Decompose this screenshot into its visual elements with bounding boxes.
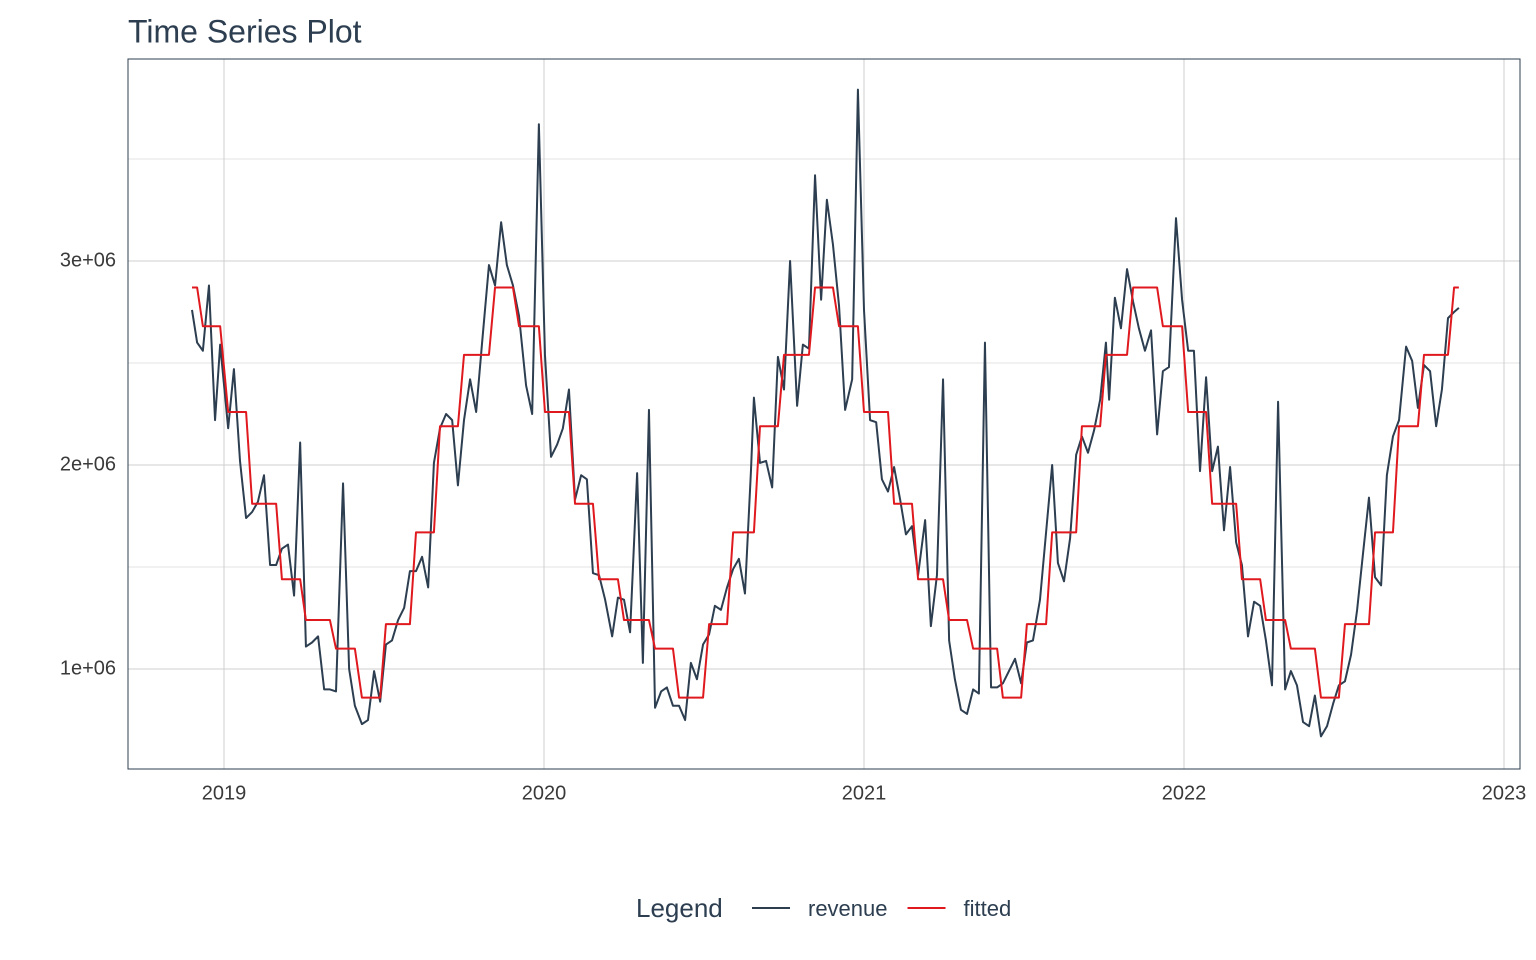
legend-label: fitted [964, 896, 1012, 921]
series-line [191, 88, 1460, 738]
y-tick-label: 2e+06 [60, 453, 116, 475]
legend-title: Legend [636, 893, 723, 923]
series-line [192, 286, 1459, 699]
x-tick-label: 2023 [1482, 782, 1527, 804]
x-tick-label: 2020 [522, 782, 567, 804]
x-tick-label: 2021 [842, 782, 887, 804]
x-tick-label: 2019 [202, 782, 247, 804]
chart-title: Time Series Plot [128, 13, 362, 49]
y-tick-label: 3e+06 [60, 249, 116, 271]
legend-label: revenue [808, 896, 888, 921]
y-tick-label: 1e+06 [60, 657, 116, 679]
x-tick-label: 2022 [1162, 782, 1207, 804]
plot-border [127, 58, 1521, 770]
